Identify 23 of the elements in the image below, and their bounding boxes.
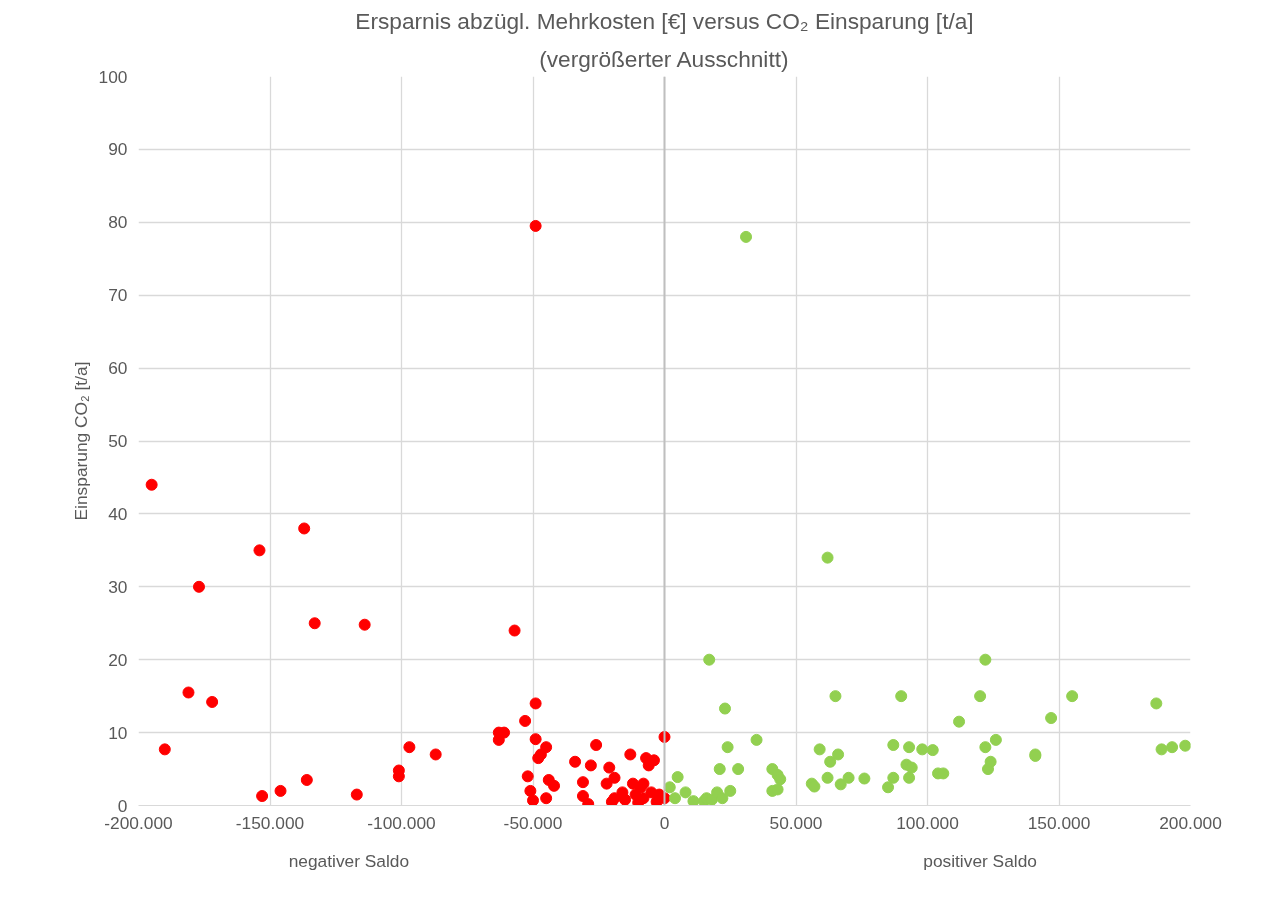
chart-title: Ersparnis abzügl. Mehrkosten [€] versus CO₂ Einsparung [t/a] <box>355 7 974 34</box>
text: negativer Saldo <box>288 850 410 871</box>
x-tick-label: -50.000 <box>503 812 563 833</box>
y-tick-label: 40 <box>108 503 128 524</box>
x-tick-label: -100.000 <box>367 812 436 833</box>
chart-subtitle: (vergrößerter Ausschnitt) <box>539 45 789 72</box>
x-tick-label: 0 <box>659 812 670 833</box>
x-tick-label: 150.000 <box>1027 812 1091 833</box>
x-tick-label: 200.000 <box>1159 812 1222 833</box>
y-axis-title: Einsparung CO₂ [t/a] <box>70 361 91 521</box>
y-tick-label: 60 <box>108 358 128 379</box>
y-tick-label: 10 <box>108 722 128 743</box>
x-tick-label: 50.000 <box>769 812 823 833</box>
text: positiver Saldo <box>923 850 1037 871</box>
x-tick-label: -150.000 <box>235 812 305 833</box>
y-tick-label: 20 <box>108 649 128 670</box>
y-tick-label: 70 <box>108 285 128 306</box>
x-tick-label: 100.000 <box>896 812 959 833</box>
y-tick-label: 30 <box>108 576 128 597</box>
y-tick-label: 100 <box>98 66 128 87</box>
y-tick-label: 90 <box>108 139 128 160</box>
y-tick-label: 50 <box>108 431 128 451</box>
y-tick-label: 80 <box>108 212 128 233</box>
